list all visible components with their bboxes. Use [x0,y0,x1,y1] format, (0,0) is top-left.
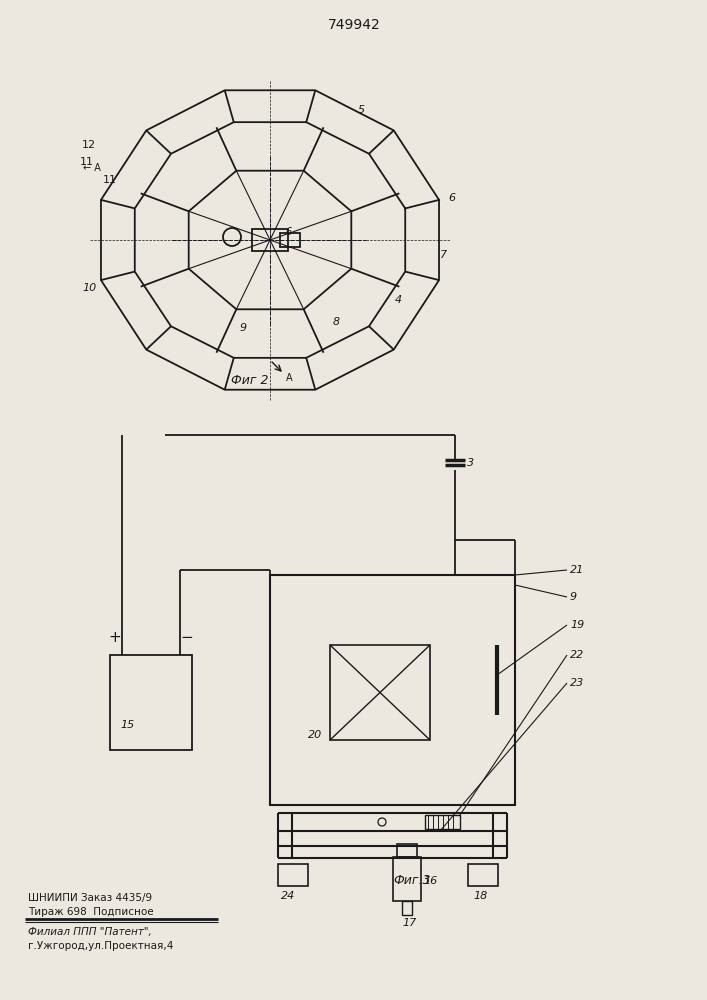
Text: 7: 7 [440,250,447,260]
Text: 19: 19 [570,620,584,630]
Text: Фиг.3: Фиг.3 [394,874,431,886]
Text: 17: 17 [402,918,416,928]
Text: 5: 5 [358,105,365,115]
Bar [280,233,300,247]
Text: 11: 11 [103,175,117,185]
Text: 9: 9 [240,323,247,333]
Bar [425,815,460,829]
Bar [330,645,430,740]
Text: Фиг 2: Фиг 2 [231,373,269,386]
Text: 15: 15 [120,720,134,730]
Text: 22: 22 [570,650,584,660]
Text: Тираж 698  Подписное: Тираж 698 Подписное [28,907,153,917]
Text: 18: 18 [473,891,487,901]
Text: 3: 3 [467,458,474,468]
Text: 20: 20 [308,730,322,740]
Text: 11: 11 [80,157,94,167]
Text: −: − [180,630,194,645]
Text: А: А [286,373,293,383]
Bar [468,864,498,886]
Bar [278,864,308,886]
Text: г.Ужгород,ул.Проектная,4: г.Ужгород,ул.Проектная,4 [28,941,173,951]
Text: 9: 9 [570,592,577,602]
Text: ШНИИПИ Заказ 4435/9: ШНИИПИ Заказ 4435/9 [28,893,152,903]
Text: Филиал ППП "Патент",: Филиал ППП "Патент", [28,927,152,937]
Text: 21: 21 [570,565,584,575]
Text: +: + [109,630,122,645]
Text: 8: 8 [333,317,340,327]
Text: 24: 24 [281,891,296,901]
Bar [402,901,412,915]
Bar [110,655,192,750]
Text: 12: 12 [82,140,96,150]
Text: 23: 23 [570,678,584,688]
Text: 749942: 749942 [327,18,380,32]
Bar [252,229,288,251]
Text: 6: 6 [448,193,455,203]
Text: 16: 16 [423,876,437,886]
Text: 6: 6 [285,227,291,237]
Text: 4: 4 [395,295,402,305]
Bar [393,857,421,901]
Bar [397,844,417,857]
Text: 10: 10 [82,283,96,293]
Bar [270,575,515,805]
Text: ← А: ← А [83,163,101,173]
